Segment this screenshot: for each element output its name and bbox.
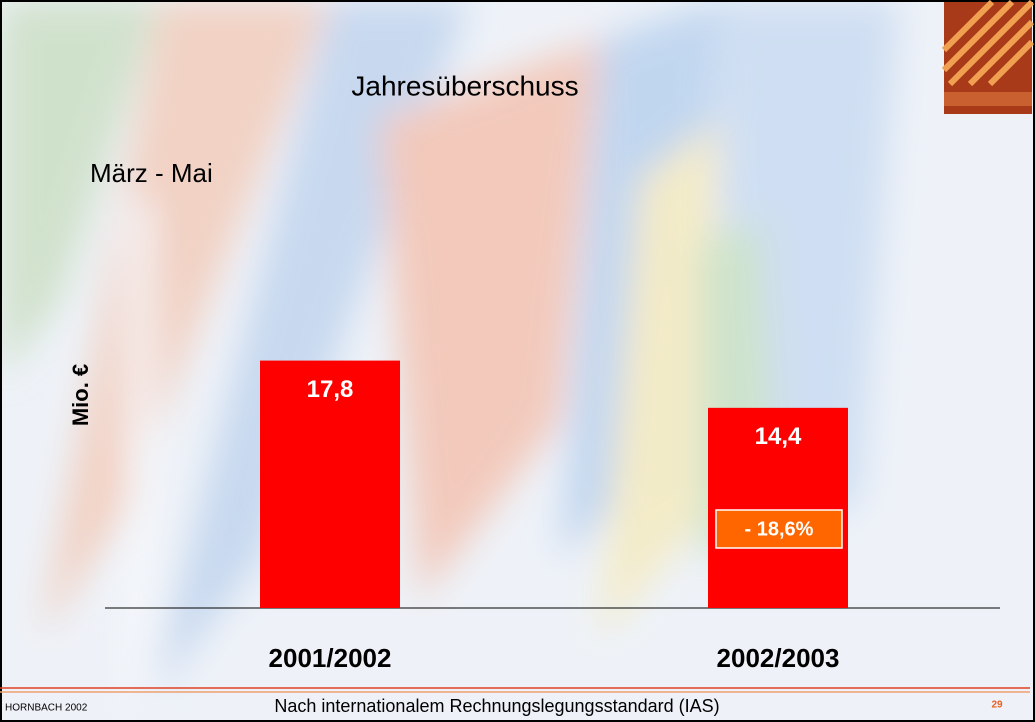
y-axis-label: Mio. € bbox=[68, 364, 93, 426]
x-tick-label: 2001/2002 bbox=[269, 643, 392, 673]
chart-title: Jahresüberschuss bbox=[351, 70, 578, 101]
chart-subtitle: März - Mai bbox=[90, 158, 213, 188]
footer-left: HORNBACH 2002 bbox=[5, 703, 88, 714]
footer-center: Nach internationalem Rechnungslegungssta… bbox=[274, 696, 719, 716]
bar bbox=[708, 407, 848, 608]
data-label: 14,4 bbox=[755, 423, 802, 450]
data-label: 17,8 bbox=[307, 376, 354, 403]
annotation: - 18,6% bbox=[745, 518, 814, 540]
bar bbox=[260, 360, 400, 608]
annotation-box bbox=[715, 509, 843, 549]
page-number: 29 bbox=[991, 700, 1003, 711]
logo bbox=[941, 0, 1035, 114]
x-tick-label: 2002/2003 bbox=[717, 643, 840, 673]
